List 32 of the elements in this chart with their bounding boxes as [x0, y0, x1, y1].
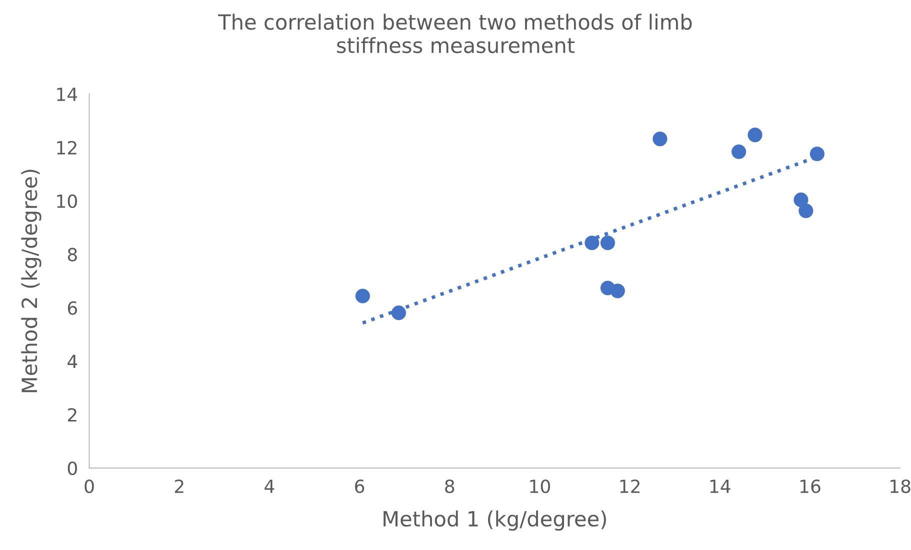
x-tick-label: 18 — [890, 479, 910, 494]
point — [652, 132, 668, 146]
point — [794, 192, 808, 208]
y-axis-title: Method 2 (kg/degree) — [21, 170, 42, 392]
point — [748, 128, 762, 142]
point — [600, 236, 616, 250]
x-tick-label: 6 — [355, 479, 364, 494]
x-axis-title: Method 1 (kg/degree) — [384, 510, 606, 531]
point — [798, 204, 814, 218]
y-tick-label: 0 — [68, 462, 77, 476]
point — [355, 288, 370, 304]
x-tick-label: 16 — [800, 479, 820, 494]
y-tick-label: 6 — [68, 301, 78, 315]
x-tick-label: 4 — [264, 480, 274, 493]
y-tick-label: 14 — [57, 88, 78, 101]
x-tick-label: 2 — [174, 479, 184, 493]
x-tick-label: 10 — [530, 479, 550, 494]
y-tick-label: 12 — [57, 140, 76, 154]
y-tick-label: 10 — [57, 194, 77, 208]
point — [584, 236, 600, 250]
x-tick-label: 12 — [620, 479, 640, 493]
point — [610, 284, 625, 298]
y-tick-label: 2 — [68, 408, 76, 422]
x-tick-label: 0 — [84, 479, 94, 494]
y-tick-label: 4 — [68, 354, 78, 368]
y-tick-label: 8 — [68, 248, 77, 262]
x-tick-label: 8 — [445, 479, 454, 494]
point — [732, 144, 746, 160]
point — [391, 306, 406, 320]
x-tick-label: 14 — [710, 480, 730, 493]
chart-title: The correlation between two methods of limb stiffness measurement — [218, 14, 692, 54]
point — [810, 146, 824, 162]
